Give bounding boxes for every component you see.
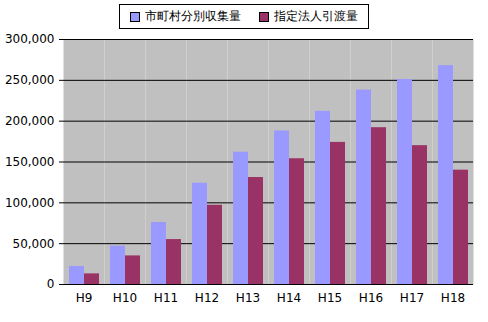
svg-text:50,000: 50,000 bbox=[13, 237, 55, 251]
svg-text:H11: H11 bbox=[154, 291, 178, 305]
svg-text:H13: H13 bbox=[236, 291, 260, 305]
svg-text:0: 0 bbox=[47, 277, 55, 291]
svg-text:H18: H18 bbox=[441, 291, 465, 305]
svg-text:H16: H16 bbox=[359, 291, 383, 305]
svg-text:300,000: 300,000 bbox=[5, 32, 55, 46]
svg-text:250,000: 250,000 bbox=[5, 73, 55, 87]
svg-text:H17: H17 bbox=[400, 291, 424, 305]
html-text:指定法人引渡量: 指定法人引渡量 bbox=[274, 9, 358, 23]
html-text:市町村分別収集量: 市町村分別収集量 bbox=[145, 9, 241, 23]
svg-text:H14: H14 bbox=[277, 291, 301, 305]
svg-text:150,000: 150,000 bbox=[5, 155, 55, 169]
svg-text:200,000: 200,000 bbox=[5, 114, 55, 128]
svg-text:100,000: 100,000 bbox=[5, 196, 55, 210]
svg-text:H9: H9 bbox=[76, 291, 93, 305]
svg-text:H15: H15 bbox=[318, 291, 342, 305]
svg-text:H10: H10 bbox=[113, 291, 137, 305]
svg-text:H12: H12 bbox=[195, 291, 219, 305]
